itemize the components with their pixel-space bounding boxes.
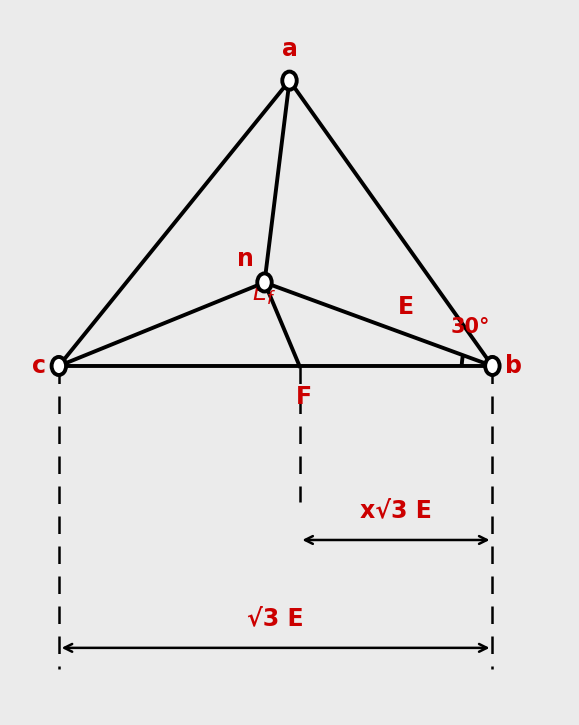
Text: 30°: 30° bbox=[450, 317, 490, 336]
Text: $E_f$: $E_f$ bbox=[252, 281, 276, 307]
Circle shape bbox=[283, 72, 296, 90]
Text: c: c bbox=[32, 354, 46, 378]
Circle shape bbox=[257, 273, 272, 291]
Circle shape bbox=[52, 357, 66, 375]
Text: F: F bbox=[296, 386, 312, 410]
Text: a: a bbox=[281, 37, 298, 61]
Circle shape bbox=[485, 357, 500, 375]
Text: E: E bbox=[398, 295, 414, 319]
Text: b: b bbox=[505, 354, 522, 378]
Text: x√3 E: x√3 E bbox=[360, 499, 432, 523]
Text: n: n bbox=[237, 247, 254, 270]
Text: √3 E: √3 E bbox=[247, 606, 304, 631]
